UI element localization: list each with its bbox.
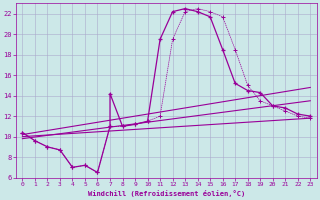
X-axis label: Windchill (Refroidissement éolien,°C): Windchill (Refroidissement éolien,°C) (88, 190, 245, 197)
